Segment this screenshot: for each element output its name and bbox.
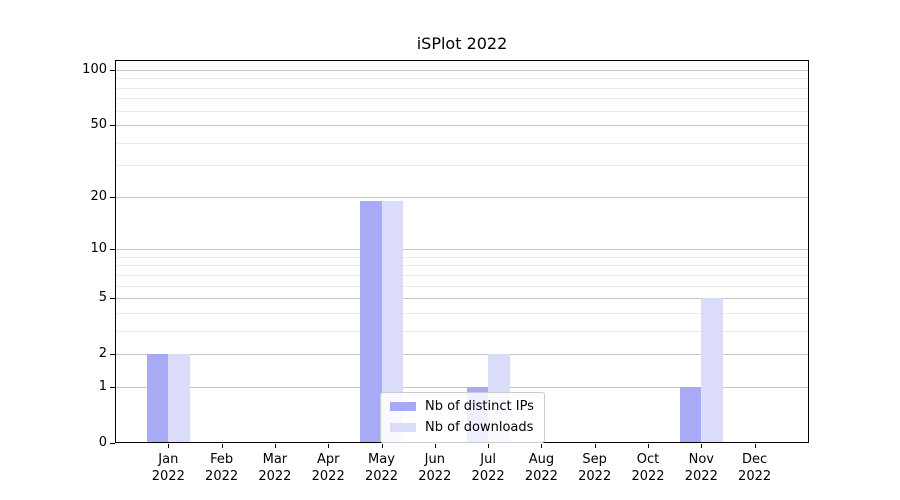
legend-entry-distinct-ips: Nb of distinct IPs bbox=[390, 399, 534, 414]
bar bbox=[679, 386, 702, 443]
y-tick-label: 2 bbox=[98, 346, 107, 362]
x-tick-label: Jun 2022 bbox=[403, 451, 467, 485]
y-tick-label: 0 bbox=[98, 435, 107, 450]
x-tick-label-year: 2022 bbox=[524, 469, 558, 484]
legend-swatch-distinct-ips bbox=[390, 402, 416, 411]
bar bbox=[146, 354, 169, 443]
x-tick-mark bbox=[541, 444, 543, 448]
x-tick-label-month: Jun bbox=[424, 452, 445, 467]
x-tick-label-year: 2022 bbox=[418, 469, 452, 484]
gridline bbox=[116, 285, 808, 287]
y-tick-mark bbox=[110, 249, 115, 251]
bar bbox=[701, 298, 723, 443]
gridline bbox=[116, 312, 808, 314]
x-tick-label-year: 2022 bbox=[205, 469, 239, 484]
bar bbox=[381, 200, 403, 443]
x-tick-label-month: Oct bbox=[636, 452, 660, 467]
x-tick-label-year: 2022 bbox=[151, 469, 185, 484]
x-tick-label-year: 2022 bbox=[364, 469, 399, 484]
x-tick-label: Sep 2022 bbox=[563, 451, 627, 485]
legend-entry-downloads: Nb of downloads bbox=[390, 420, 534, 435]
x-tick-label: May 2022 bbox=[350, 451, 414, 485]
gridline bbox=[116, 125, 808, 126]
gridline bbox=[116, 110, 808, 112]
y-tick-mark bbox=[110, 69, 115, 71]
legend-label-distinct-ips: Nb of distinct IPs bbox=[425, 399, 534, 414]
x-tick-label: Feb 2022 bbox=[190, 451, 254, 485]
y-tick-mark bbox=[110, 443, 115, 444]
x-tick-label-month: Mar bbox=[262, 452, 288, 467]
y-tick-mark bbox=[110, 196, 115, 198]
x-tick-label-month: Sep bbox=[582, 452, 607, 467]
x-tick-mark bbox=[488, 444, 490, 448]
x-tick-mark bbox=[701, 444, 703, 448]
gridline bbox=[116, 196, 808, 198]
legend-label-downloads: Nb of downloads bbox=[425, 420, 534, 435]
x-tick-label-month: Dec bbox=[742, 452, 768, 467]
x-tick-label-year: 2022 bbox=[684, 469, 718, 484]
x-tick-label-year: 2022 bbox=[471, 469, 505, 484]
x-tick-label: Oct 2022 bbox=[616, 451, 680, 485]
gridline bbox=[116, 78, 808, 80]
x-tick-label-year: 2022 bbox=[738, 469, 772, 484]
y-tick-mark bbox=[110, 298, 115, 300]
x-tick-label: Apr 2022 bbox=[296, 451, 360, 485]
chart-title: iSPlot 2022 bbox=[416, 34, 508, 53]
legend-swatch-downloads bbox=[390, 423, 416, 432]
gridline bbox=[116, 265, 808, 267]
x-tick-label-year: 2022 bbox=[258, 469, 292, 484]
x-tick-label-month: May bbox=[368, 452, 395, 467]
gridline bbox=[116, 98, 808, 100]
y-tick-label: 50 bbox=[90, 117, 107, 132]
x-tick-label: Aug 2022 bbox=[509, 451, 573, 485]
gridline bbox=[116, 354, 808, 356]
gridline bbox=[116, 165, 808, 167]
x-tick-label-month: Aug bbox=[528, 452, 555, 467]
x-tick-label-month: Jan bbox=[158, 452, 179, 467]
gridline bbox=[116, 69, 808, 71]
x-tick-label-year: 2022 bbox=[578, 469, 612, 484]
x-tick-mark bbox=[754, 444, 756, 448]
legend: Nb of distinct IPs Nb of downloads bbox=[380, 392, 545, 443]
x-tick-label: Jul 2022 bbox=[456, 451, 520, 485]
bar bbox=[168, 354, 190, 443]
y-tick-mark bbox=[110, 386, 115, 388]
x-tick-label-month: Nov bbox=[688, 452, 714, 467]
x-tick-mark bbox=[274, 444, 276, 448]
x-tick-mark bbox=[434, 444, 436, 448]
x-tick-label-month: Jul bbox=[480, 452, 496, 467]
x-tick-label-month: Feb bbox=[210, 452, 234, 467]
y-tick-label: 20 bbox=[90, 188, 107, 204]
gridline bbox=[116, 256, 808, 258]
gridline bbox=[116, 274, 808, 276]
x-tick-mark bbox=[381, 444, 383, 448]
x-tick-label: Nov 2022 bbox=[669, 451, 733, 485]
x-tick-label: Jan 2022 bbox=[136, 451, 200, 485]
x-tick-label: Dec 2022 bbox=[723, 451, 787, 485]
gridline bbox=[116, 142, 808, 144]
y-tick-label: 1 bbox=[98, 378, 107, 394]
x-tick-mark bbox=[648, 444, 649, 448]
gridline bbox=[116, 386, 808, 388]
y-tick-label: 5 bbox=[98, 290, 107, 306]
gridline bbox=[116, 249, 808, 251]
x-tick-mark bbox=[328, 444, 330, 448]
x-tick-label: Mar 2022 bbox=[243, 451, 307, 485]
bar bbox=[360, 200, 382, 443]
x-tick-mark bbox=[221, 444, 223, 448]
x-tick-label-year: 2022 bbox=[311, 469, 345, 484]
gridline bbox=[116, 298, 808, 300]
y-tick-label: 10 bbox=[90, 241, 107, 257]
y-tick-label: 100 bbox=[82, 61, 107, 77]
x-tick-mark bbox=[168, 444, 170, 448]
y-tick-mark bbox=[110, 354, 115, 356]
gridline bbox=[116, 87, 808, 89]
x-tick-label-month: Apr bbox=[316, 452, 340, 467]
gridline bbox=[116, 330, 808, 332]
x-tick-mark bbox=[594, 444, 596, 448]
y-tick-mark bbox=[110, 125, 115, 126]
x-tick-label-year: 2022 bbox=[631, 469, 665, 484]
